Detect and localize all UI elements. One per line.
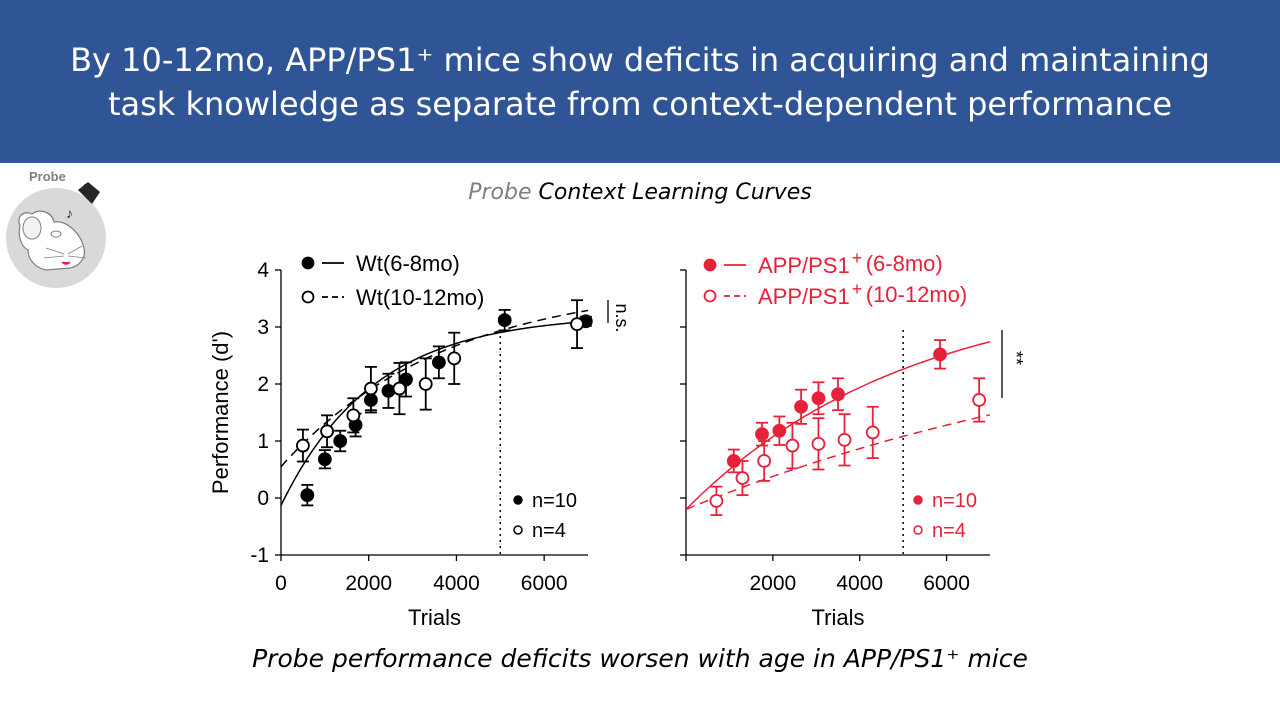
fit-curve-1 (281, 320, 589, 506)
n-label: n=10 (932, 490, 977, 512)
n-marker-open (913, 525, 923, 535)
data-point-filled (933, 347, 947, 362)
data-point-open (346, 408, 361, 423)
data-point-filled (772, 423, 787, 438)
y-tick-label: -1 (250, 544, 269, 567)
n-labels: n=10 n=4 (913, 490, 977, 542)
data-point-open (296, 438, 310, 453)
chart-subtitle: Probe Context Learning Curves (0, 180, 1280, 205)
legend-superscript: + (852, 279, 863, 299)
data-point-filled (333, 434, 348, 448)
n-labels: n=10 n=4 (513, 490, 577, 542)
y-tick-label: 2 (257, 373, 269, 396)
legend: APP/PS1 + (6-8mo) APP/PS1 + (10-12mo) (703, 248, 967, 309)
n-label: n=4 (532, 520, 566, 542)
data-point-open (972, 393, 987, 407)
data-point-filled (381, 383, 396, 398)
svg-text:♪: ♪ (66, 205, 73, 221)
data-point-open (418, 377, 433, 391)
data-point-open (735, 471, 750, 485)
x-tick-label: 4000 (836, 572, 883, 595)
n-label: n=4 (932, 520, 966, 542)
y-axis-label: Performance (d') (208, 331, 233, 494)
data-point-filled (755, 427, 769, 442)
y-tick-label: 4 (257, 259, 269, 282)
y-tick-label: 1 (257, 430, 269, 453)
legend-label-suffix: (10-12mo) (866, 282, 967, 307)
probe-icon-label: Probe (29, 169, 66, 184)
data-point-open (837, 432, 852, 447)
data-point-open (709, 493, 724, 508)
x-tick-label: 2000 (749, 572, 796, 595)
chart-panel-1: -1 0 1 2 3 4 0 2000 4000 6000 Trials Performance (d… (208, 251, 632, 630)
y-tick-label: 0 (257, 487, 269, 510)
data-point-filled (794, 399, 808, 414)
legend-marker (301, 290, 315, 304)
data-point-open (865, 425, 880, 440)
legend-label: Wt(6-8mo) (356, 251, 460, 276)
data-point-open (785, 438, 800, 453)
x-tick-label: 2000 (345, 572, 392, 595)
data-point-open (392, 381, 407, 396)
data-point-filled (300, 488, 315, 503)
x-axis-label: Trials (812, 605, 865, 630)
data-point-open (811, 436, 826, 451)
n-marker-open (513, 525, 523, 535)
legend: Wt(6-8mo) Wt(10-12mo) (301, 251, 484, 310)
slide-title: By 10-12mo, APP/PS1⁺ mice show deficits … (60, 38, 1220, 126)
x-tick-label: 6000 (521, 572, 568, 595)
data-point-filled (431, 355, 446, 370)
legend-label: Wt(10-12mo) (356, 285, 484, 310)
legend-superscript: + (852, 248, 863, 268)
subtitle-rest: Context Learning Curves (538, 180, 812, 205)
data-point-open (447, 351, 462, 366)
slide-title-line2: task knowledge as separate from context-… (107, 85, 1173, 123)
x-tick-label: 0 (275, 572, 287, 595)
x-tick-label: 4000 (433, 572, 480, 595)
subtitle-probe: Probe (468, 180, 532, 205)
title-banner: By 10-12mo, APP/PS1⁺ mice show deficits … (0, 0, 1280, 163)
slide-caption: Probe performance deficits worsen with a… (252, 644, 1028, 673)
legend-label: APP/PS1 (758, 253, 850, 278)
n-label: n=10 (532, 490, 577, 512)
mouse-with-speaker-icon: ♪ (6, 182, 106, 288)
x-tick-label: 6000 (923, 572, 970, 595)
n-marker-filled (913, 495, 923, 505)
legend-label: APP/PS1 (758, 284, 850, 309)
data-point-open (364, 381, 378, 396)
data-point-filled (831, 387, 845, 402)
legend-marker (703, 258, 717, 272)
data-point-filled (317, 452, 332, 467)
legend-marker (301, 256, 315, 270)
x-axis-label: Trials (408, 605, 461, 630)
significance-label: n.s. (612, 303, 632, 332)
data-point-open (757, 454, 772, 468)
probe-mouse-icon: ♪ Probe (6, 168, 110, 294)
data-point-filled (811, 391, 826, 406)
data-point-open (320, 424, 334, 439)
y-tick-label: 3 (257, 316, 269, 339)
n-marker-filled (513, 495, 523, 505)
significance-label: ** (1006, 351, 1026, 365)
slide-title-line1: By 10-12mo, APP/PS1⁺ mice show deficits … (70, 41, 1210, 79)
legend-marker (703, 289, 717, 303)
data-point-filled (497, 313, 512, 328)
data-point-open (570, 317, 584, 332)
legend-label-suffix: (6-8mo) (866, 251, 943, 276)
